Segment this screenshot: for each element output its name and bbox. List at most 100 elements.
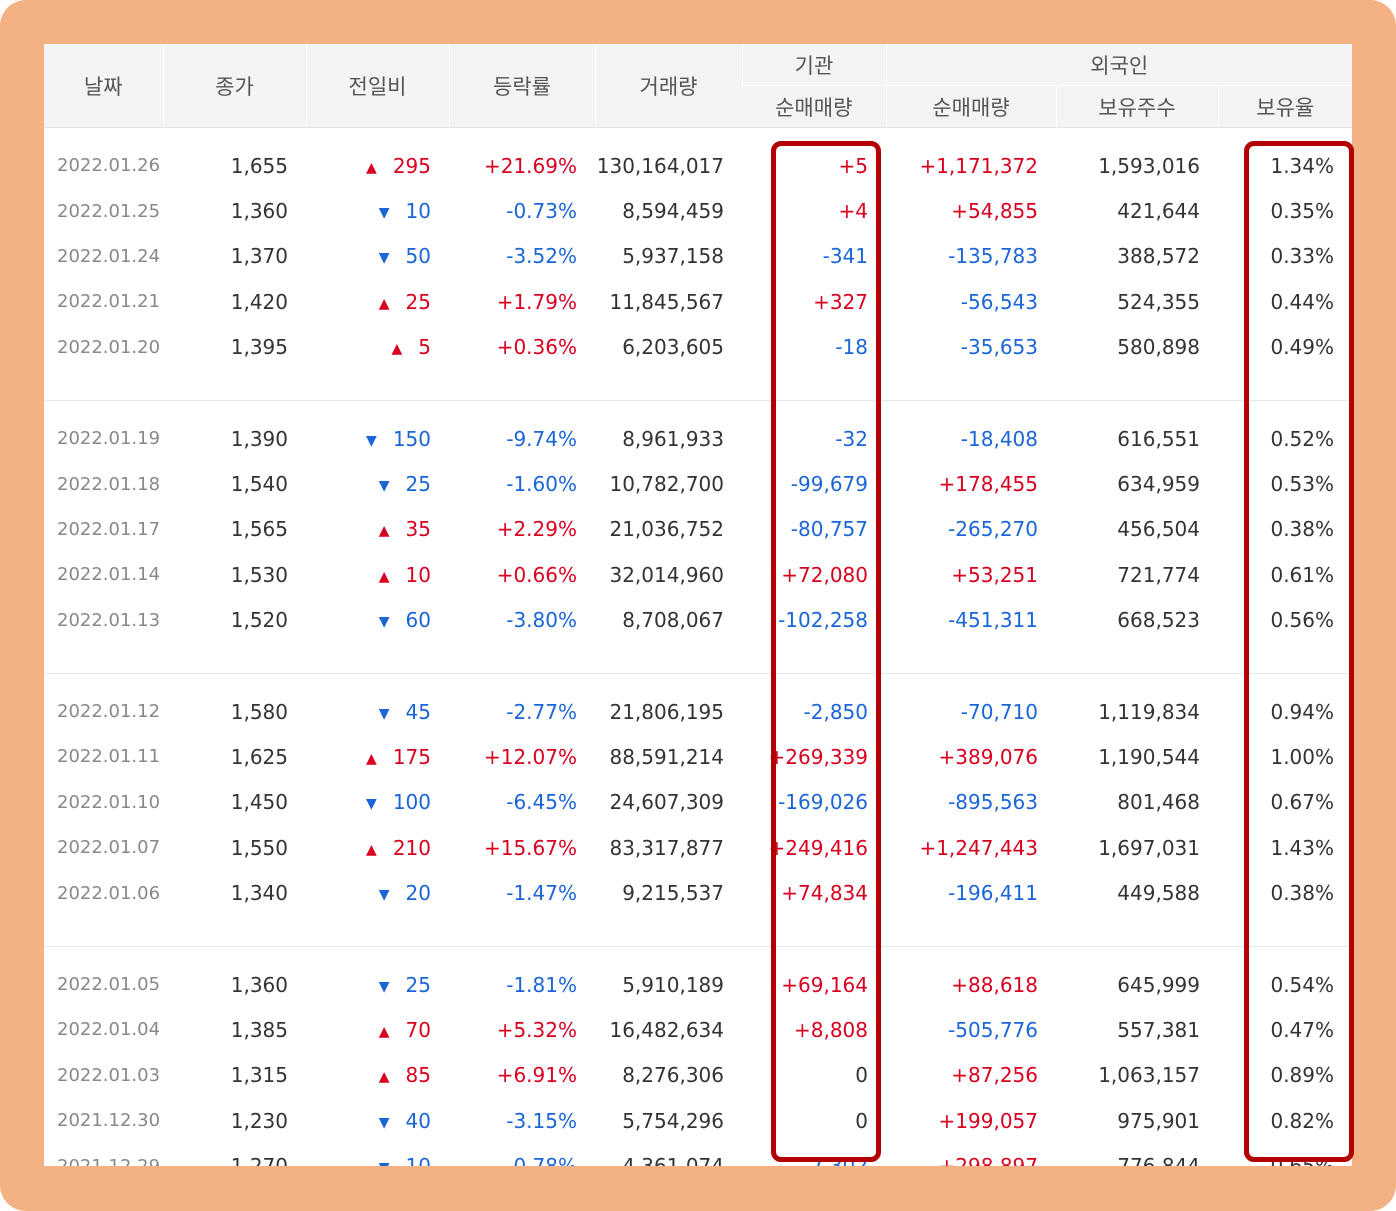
institution-net-cell: -7,302 bbox=[742, 1143, 886, 1166]
triangle-down-icon: ▼ bbox=[366, 796, 377, 813]
table-row: 2022.01.12 1,580 ▼ 45 -2.77% 21,806,195 -2,850… bbox=[44, 689, 1352, 734]
table-row: 2022.01.06 1,340 ▼ 20 -1.47% 9,215,537 +74,834… bbox=[44, 870, 1352, 915]
volume-cell: 21,806,195 bbox=[609, 699, 724, 724]
table-row: 2022.01.26 1,655 ▲ 295 +21.69% 130,164,017 +5 +… bbox=[44, 143, 1352, 188]
foreign-net-cell: -196,411 bbox=[948, 881, 1038, 906]
change-cell: ▼ 100 bbox=[306, 780, 449, 825]
change-cell: ▲ 35 bbox=[306, 507, 449, 552]
foreign-ratio-cell: 0.65% bbox=[1218, 1143, 1352, 1166]
triangle-up-icon: ▲ bbox=[366, 159, 377, 176]
rate-cell: +0.66% bbox=[496, 562, 577, 587]
close-cell: 1,390 bbox=[230, 426, 288, 451]
change-cell: ▲ 295 bbox=[306, 143, 449, 188]
close-cell: 1,230 bbox=[230, 1108, 288, 1133]
header-rate: 등락률 bbox=[448, 44, 595, 128]
foreign-shares-cell: 1,593,016 bbox=[1098, 153, 1200, 178]
foreign-ratio-cell: 0.89% bbox=[1270, 1063, 1335, 1088]
close-cell: 1,385 bbox=[230, 1017, 288, 1042]
table-row: 2022.01.20 1,395 ▲ 5 +0.36% 6,203,605 -18 -35,6… bbox=[44, 325, 1352, 370]
change-cell: ▼ 40 bbox=[306, 1098, 449, 1143]
triangle-up-icon: ▲ bbox=[391, 341, 403, 358]
foreign-shares-cell: 524,355 bbox=[1117, 289, 1200, 314]
foreign-ratio-cell: 0.94% bbox=[1270, 699, 1335, 724]
change-cell: ▼ 10 bbox=[306, 188, 449, 233]
volume-cell: 6,203,605 bbox=[622, 335, 724, 360]
spacer-row bbox=[44, 673, 1352, 689]
change-value: 100 bbox=[392, 790, 431, 815]
change-cell: ▲ 10 bbox=[306, 552, 449, 597]
foreign-net-cell: +54,855 bbox=[951, 199, 1038, 224]
volume-cell: 8,276,306 bbox=[622, 1063, 724, 1088]
close-cell: 1,550 bbox=[230, 835, 288, 860]
close-cell: 1,520 bbox=[230, 608, 288, 633]
triangle-down-icon: ▼ bbox=[378, 250, 390, 267]
triangle-up-icon: ▲ bbox=[366, 750, 377, 767]
change-cell: ▲ 25 bbox=[306, 279, 449, 324]
volume-cell: 9,215,537 bbox=[622, 881, 724, 906]
volume-cell: 8,961,933 bbox=[622, 426, 724, 451]
date-cell: 2022.01.11 bbox=[57, 746, 161, 768]
foreign-ratio-cell: 0.33% bbox=[1270, 244, 1335, 269]
close-cell: 1,450 bbox=[230, 790, 288, 815]
rate-cell: -3.15% bbox=[506, 1108, 577, 1133]
change-value: 45 bbox=[405, 699, 431, 724]
change-cell: ▲ 70 bbox=[306, 1007, 449, 1052]
table-row: 2022.01.24 1,370 ▼ 50 -3.52% 5,937,158 -341 -13… bbox=[44, 234, 1352, 279]
foreign-ratio-cell: 1.43% bbox=[1270, 835, 1335, 860]
volume-cell: 88,591,214 bbox=[609, 744, 724, 769]
change-value: 295 bbox=[392, 153, 431, 178]
rate-cell: -1.60% bbox=[506, 472, 577, 497]
foreign-net-cell: -451,311 bbox=[948, 608, 1038, 633]
rate-cell: +6.91% bbox=[496, 1063, 577, 1088]
spacer-row bbox=[44, 946, 1352, 962]
foreign-shares-cell: 1,063,157 bbox=[1098, 1063, 1200, 1088]
foreign-shares-cell: 388,572 bbox=[1117, 244, 1200, 269]
close-cell: 1,540 bbox=[230, 472, 288, 497]
foreign-ratio-cell: 0.38% bbox=[1270, 517, 1335, 542]
close-cell: 1,565 bbox=[230, 517, 288, 542]
foreign-shares-cell: 634,959 bbox=[1117, 472, 1200, 497]
foreign-shares-cell: 616,551 bbox=[1117, 426, 1200, 451]
header-close: 종가 bbox=[162, 44, 306, 128]
institution-net-cell: +8,808 bbox=[793, 1017, 868, 1042]
foreign-shares-cell: 1,190,544 bbox=[1098, 744, 1200, 769]
table-row: 2022.01.19 1,390 ▼ 150 -9.74% 8,961,933 -32 -18… bbox=[44, 416, 1352, 461]
volume-cell: 83,317,877 bbox=[609, 835, 724, 860]
date-cell: 2022.01.24 bbox=[57, 245, 161, 267]
change-value: 10 bbox=[405, 562, 431, 587]
change-cell: ▼ 50 bbox=[306, 234, 449, 279]
triangle-down-icon: ▼ bbox=[378, 1114, 390, 1131]
foreign-shares-cell: 580,898 bbox=[1117, 335, 1200, 360]
date-cell: 2022.01.20 bbox=[57, 336, 161, 358]
table-row: 2021.12.291,270 ▼ 10 -0.78%4,361,074-7,302+… bbox=[44, 1143, 1352, 1166]
foreign-net-cell: -18,408 bbox=[960, 426, 1038, 451]
investor-trading-table: 날짜 종가 전일비 등락률 거래량 기관 외국인 순매매량 순매매량 보유주수 … bbox=[44, 44, 1352, 1166]
close-cell: 1,270 bbox=[163, 1143, 306, 1166]
foreign-net-cell: +53,251 bbox=[951, 562, 1038, 587]
rate-cell: -3.52% bbox=[506, 244, 577, 269]
volume-cell: 5,910,189 bbox=[622, 972, 724, 997]
foreign-shares-cell: 645,999 bbox=[1117, 972, 1200, 997]
date-cell: 2022.01.19 bbox=[57, 428, 161, 450]
change-value: 50 bbox=[405, 244, 431, 269]
close-cell: 1,340 bbox=[230, 881, 288, 906]
rate-cell: -2.77% bbox=[506, 699, 577, 724]
change-value: 25 bbox=[405, 972, 431, 997]
close-cell: 1,655 bbox=[230, 153, 288, 178]
table-row: 2022.01.05 1,360 ▼ 25 -1.81% 5,910,189 +69,164… bbox=[44, 962, 1352, 1007]
header-change: 전일비 bbox=[305, 44, 449, 128]
header-foreign-group: 외국인 bbox=[885, 44, 1352, 86]
foreign-ratio-cell: 0.61% bbox=[1270, 562, 1335, 587]
triangle-down-icon: ▼ bbox=[378, 205, 390, 222]
close-cell: 1,625 bbox=[230, 744, 288, 769]
change-value: 85 bbox=[405, 1063, 431, 1088]
date-cell: 2022.01.04 bbox=[57, 1019, 161, 1041]
group-divider bbox=[44, 642, 1352, 674]
change-cell: ▲ 210 bbox=[306, 825, 449, 870]
rate-cell: +21.69% bbox=[483, 153, 577, 178]
close-cell: 1,530 bbox=[230, 562, 288, 587]
foreign-shares-cell: 449,588 bbox=[1117, 881, 1200, 906]
foreign-shares-cell: 1,119,834 bbox=[1098, 699, 1200, 724]
triangle-up-icon: ▲ bbox=[378, 568, 390, 585]
triangle-down-icon: ▼ bbox=[378, 614, 390, 631]
